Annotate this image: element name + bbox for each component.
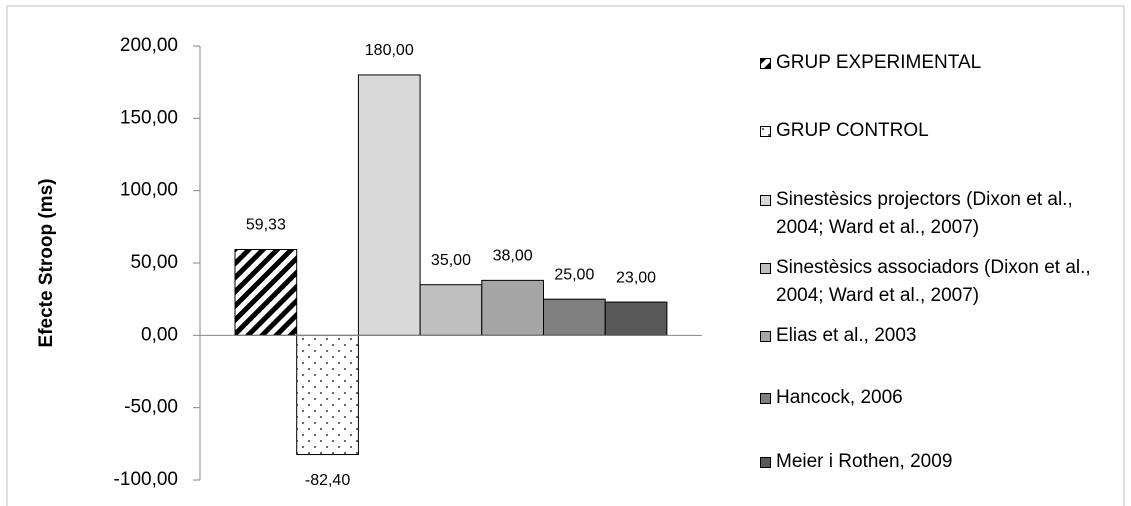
legend-swatch	[760, 126, 771, 137]
legend-swatch-rect	[760, 393, 771, 404]
bar	[357, 74, 421, 336]
legend-label: GRUP CONTROL	[776, 120, 929, 141]
bar	[481, 279, 544, 336]
legend-label: Hancock, 2006	[776, 387, 903, 408]
legend-item: Elias et al., 2003	[760, 322, 1116, 350]
y-tick-label: 50,00	[130, 252, 178, 273]
y-tick-label: 150,00	[120, 107, 178, 128]
value-label: 59,33	[246, 217, 286, 234]
chart-border	[6, 5, 1125, 506]
legend-item: Sinestèsics projectors (Dixon et al., 20…	[760, 186, 1116, 242]
legend-item: Sinestèsics associadors (Dixon et al., 2…	[760, 254, 1116, 310]
bar	[604, 301, 668, 336]
legend-swatch	[760, 195, 771, 206]
value-label: 23,00	[616, 269, 656, 286]
bar	[543, 298, 606, 336]
y-tick-label: -100,00	[114, 469, 178, 490]
value-label: 25,00	[554, 266, 594, 283]
legend-swatch-rect	[760, 195, 771, 206]
legend-swatch	[760, 263, 771, 274]
legend-item: GRUP EXPERIMENTAL	[760, 49, 1116, 77]
legend-swatch-rect	[760, 457, 771, 468]
legend-item: GRUP CONTROL	[760, 117, 1116, 145]
y-tick-label: 0,00	[141, 324, 178, 345]
bar	[296, 334, 359, 456]
legend-swatch	[760, 393, 771, 404]
legend-swatch-rect	[760, 58, 771, 69]
value-label: 38,00	[493, 248, 533, 265]
legend-label: Sinestèsics projectors (Dixon et al., 20…	[776, 189, 1073, 238]
legend-swatch	[760, 58, 771, 69]
bar	[234, 249, 298, 336]
legend-swatch-rect	[760, 126, 771, 137]
legend-item: Hancock, 2006	[760, 384, 1116, 412]
legend-label: GRUP EXPERIMENTAL	[776, 52, 982, 73]
bar	[419, 284, 483, 336]
legend-swatch-rect	[760, 331, 771, 342]
y-tick-label: 200,00	[120, 35, 178, 56]
legend-item: Meier i Rothen, 2009	[760, 448, 1116, 476]
legend-swatch	[760, 457, 771, 468]
value-label: -82,40	[305, 472, 350, 489]
legend-label: Elias et al., 2003	[776, 325, 917, 346]
legend-label: Meier i Rothen, 2009	[776, 451, 953, 472]
legend-swatch	[760, 331, 771, 342]
legend-swatch-rect	[760, 263, 771, 274]
y-tick-label: -50,00	[124, 397, 178, 418]
y-axis-title: Efecte Stroop (ms)	[36, 179, 57, 348]
value-label: 180,00	[365, 42, 414, 59]
y-tick-label: 100,00	[120, 180, 178, 201]
value-label: 35,00	[431, 252, 471, 269]
legend-label: Sinestèsics associadors (Dixon et al., 2…	[776, 257, 1091, 306]
